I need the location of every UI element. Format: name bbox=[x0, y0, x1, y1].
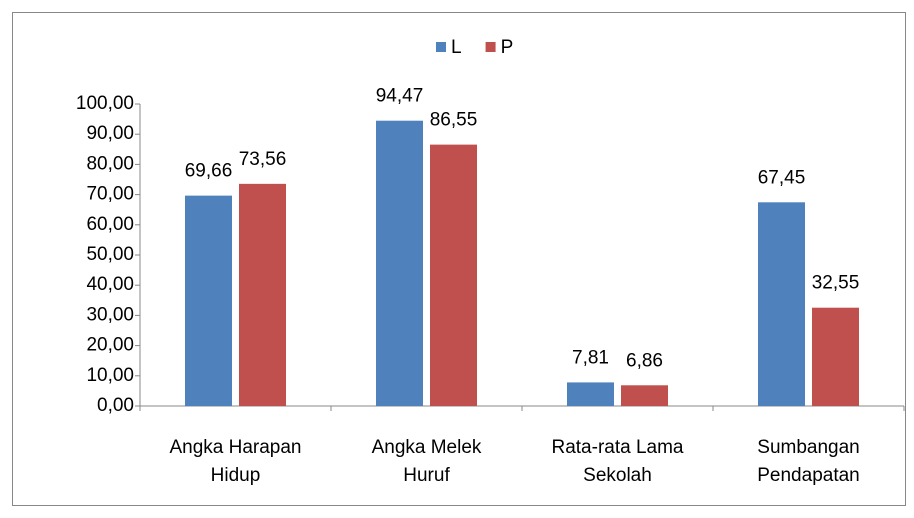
bar bbox=[376, 120, 423, 407]
y-tick-label: 40,00 bbox=[86, 274, 134, 295]
value-label: 32,55 bbox=[812, 273, 860, 294]
x-tick-label: Huruf bbox=[403, 465, 450, 486]
legend-label: L bbox=[451, 37, 462, 58]
value-label: 7,81 bbox=[572, 347, 609, 368]
bar bbox=[430, 144, 477, 406]
bar bbox=[621, 385, 668, 406]
y-tick-label: 70,00 bbox=[86, 184, 134, 205]
y-tick-label: 60,00 bbox=[86, 214, 134, 235]
x-tick-label: Angka Melek bbox=[372, 437, 482, 458]
y-tick-label: 100,00 bbox=[76, 93, 134, 114]
x-tick-label: Sekolah bbox=[583, 465, 652, 486]
y-tick-label: 80,00 bbox=[86, 153, 134, 174]
value-label: 69,66 bbox=[185, 161, 233, 182]
y-tick-label: 0,00 bbox=[97, 395, 134, 416]
y-tick-label: 30,00 bbox=[86, 304, 134, 325]
x-tick-label: Hidup bbox=[211, 465, 261, 486]
value-label: 67,45 bbox=[758, 167, 806, 188]
value-label: 6,86 bbox=[626, 350, 663, 371]
y-tick-label: 20,00 bbox=[86, 335, 134, 356]
legend-swatch bbox=[485, 42, 496, 52]
bar bbox=[758, 202, 805, 406]
x-tick-label: Sumbangan bbox=[757, 437, 859, 458]
y-tick-label: 50,00 bbox=[86, 244, 134, 265]
value-label: 86,55 bbox=[430, 110, 478, 131]
x-tick-label: Angka Harapan bbox=[169, 437, 301, 458]
y-tick-label: 90,00 bbox=[86, 123, 134, 144]
bar bbox=[567, 382, 614, 406]
legend-swatch bbox=[436, 42, 446, 52]
bar bbox=[239, 183, 286, 406]
bar bbox=[812, 307, 859, 406]
value-label: 73,56 bbox=[239, 149, 287, 170]
legend-label: P bbox=[501, 37, 514, 58]
y-tick-label: 10,00 bbox=[86, 365, 134, 386]
bar bbox=[185, 195, 232, 406]
value-label: 94,47 bbox=[376, 86, 424, 107]
x-tick-label: Pendapatan bbox=[757, 465, 860, 486]
x-tick-label: Rata-rata Lama bbox=[551, 437, 683, 458]
